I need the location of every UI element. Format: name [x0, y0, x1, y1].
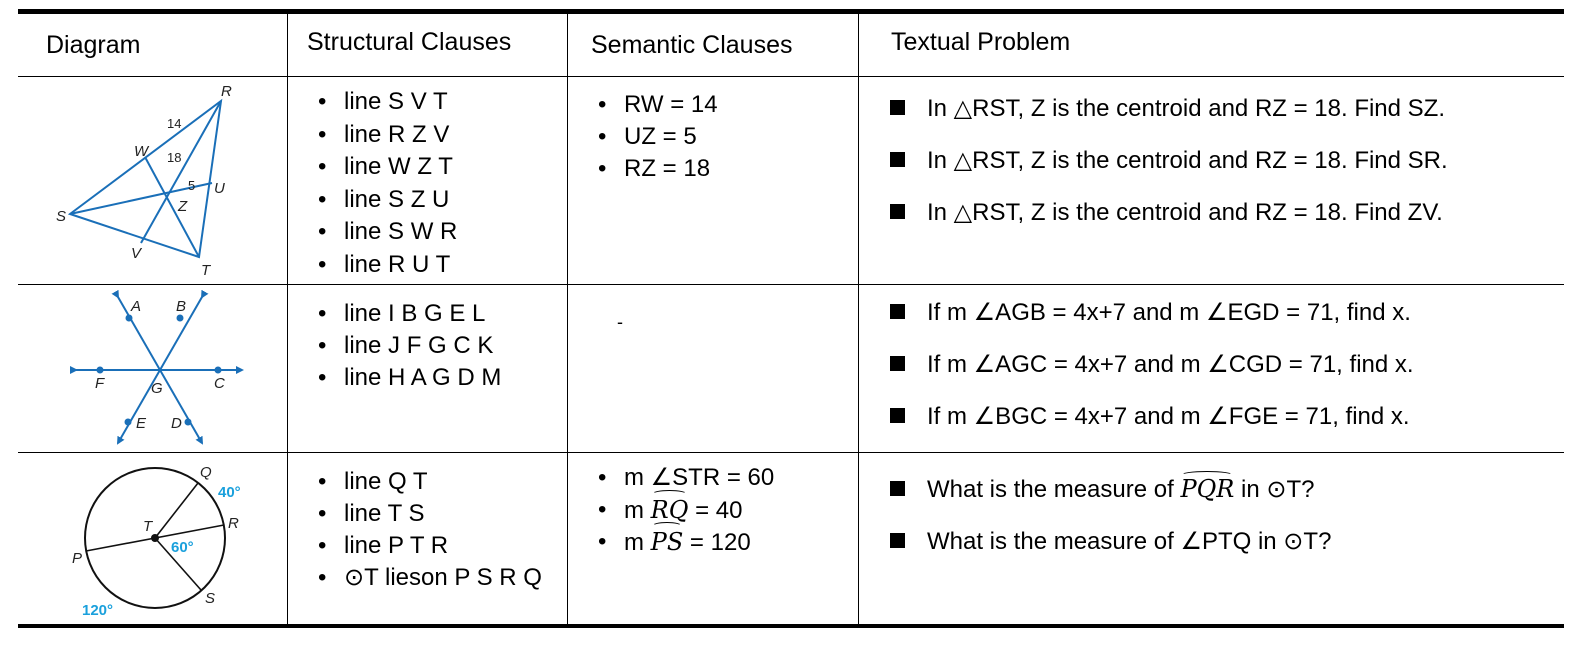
header-semantic-clauses: Semantic Clauses — [591, 31, 793, 59]
semantic-item: m RQ = 40 — [592, 490, 774, 526]
label-c: C — [214, 375, 225, 392]
degree-40: 40° — [218, 484, 241, 501]
degree-60: 60° — [171, 539, 194, 556]
triangle-centroid-diagram: R W S U Z V T 14 18 5 — [56, 83, 232, 279]
median-su — [69, 182, 213, 215]
column-divider-2 — [567, 14, 568, 625]
table-bottom-rule — [18, 624, 1564, 628]
clause-item: line W Z T — [312, 151, 457, 184]
square-bullet-icon — [890, 204, 905, 219]
problem-row-2-b: If m ∠AGC = 4x+7 and m ∠CGD = 71, find x… — [890, 350, 1414, 379]
point-a — [125, 314, 133, 322]
clause-item: line J F G C K — [312, 330, 501, 362]
semantic-item: RZ = 18 — [592, 153, 718, 185]
clause-item: ⊙T lieson P S R Q — [312, 562, 542, 594]
label-b: B — [176, 298, 186, 315]
problem-row-1-b: In △RST, Z is the centroid and RZ = 18. … — [890, 146, 1448, 175]
line-be — [117, 289, 209, 445]
square-bullet-icon — [890, 408, 905, 423]
label-s: S — [205, 590, 215, 607]
label-e: E — [136, 415, 147, 432]
problem-row-2-a: If m ∠AGB = 4x+7 and m ∠EGD = 71, find x… — [890, 298, 1411, 327]
point-c — [214, 366, 222, 374]
square-bullet-icon — [890, 304, 905, 319]
line-tq — [154, 482, 199, 539]
semantic-item: m PS = 120 — [592, 522, 774, 558]
column-divider-3 — [858, 14, 859, 625]
clause-item: line I B G E L — [312, 298, 501, 330]
square-bullet-icon — [890, 533, 905, 548]
clause-item: line T S — [312, 498, 542, 530]
table-top-rule — [18, 9, 1564, 14]
row-divider-2 — [18, 452, 1564, 453]
circle-diagram: Q R T P S 40° 60° 120° — [72, 464, 241, 619]
line-ts — [154, 537, 202, 591]
square-bullet-icon — [890, 100, 905, 115]
point-e — [124, 418, 132, 426]
problem-row-1-a: In △RST, Z is the centroid and RZ = 18. … — [890, 94, 1445, 123]
row-divider-1 — [18, 284, 1564, 285]
label-g: G — [151, 380, 163, 397]
clause-item: line S V T — [312, 86, 457, 119]
semantic-item: RW = 14 — [592, 89, 718, 121]
label-w: W — [134, 143, 150, 160]
clause-item: line R Z V — [312, 119, 457, 152]
point-f — [96, 366, 104, 374]
clause-item: line S W R — [312, 216, 457, 249]
arc-ps: PS — [650, 522, 684, 556]
label-u: U — [214, 180, 225, 197]
clause-item: line R U T — [312, 249, 457, 282]
arc-pqr: PQR — [1180, 471, 1235, 503]
median-rv — [140, 100, 222, 244]
degree-120: 120° — [82, 602, 113, 619]
semantic-clauses-row-3: m ∠STR = 60 m RQ = 40 m PS = 120 — [592, 462, 774, 558]
point-b — [176, 314, 184, 322]
label-t: T — [201, 262, 212, 279]
square-bullet-icon — [890, 356, 905, 371]
structural-clauses-row-2: line I B G E L line J F G C K line H A G… — [312, 298, 501, 394]
label-q: Q — [200, 464, 212, 481]
center-t — [151, 534, 159, 542]
label-f: F — [95, 375, 105, 392]
length-14: 14 — [167, 116, 181, 131]
problem-row-3-a: What is the measure of PQR in ⊙T? — [890, 471, 1315, 504]
length-18: 18 — [167, 150, 181, 165]
clause-item: line S Z U — [312, 184, 457, 217]
label-z: Z — [177, 198, 188, 215]
header-structural-clauses: Structural Clauses — [307, 28, 512, 56]
label-p: P — [72, 550, 82, 567]
median-tw — [144, 156, 200, 258]
semantic-empty-placeholder: - — [617, 312, 623, 332]
label-t: T — [143, 518, 154, 535]
clause-item: line P T R — [312, 530, 542, 562]
semantic-item: m ∠STR = 60 — [592, 462, 774, 494]
label-r: R — [228, 515, 239, 532]
problem-row-1-c: In △RST, Z is the centroid and RZ = 18. … — [890, 198, 1443, 227]
point-d — [184, 418, 192, 426]
square-bullet-icon — [890, 152, 905, 167]
structural-clauses-row-1: line S V T line R Z V line W Z T line S … — [312, 86, 457, 281]
circle-t — [84, 467, 226, 609]
clause-item: line H A G D M — [312, 362, 501, 394]
header-diagram: Diagram — [46, 31, 141, 59]
label-d: D — [171, 415, 182, 432]
semantic-clauses-row-1: RW = 14 UZ = 5 RZ = 18 — [592, 89, 718, 185]
header-textual-problem: Textual Problem — [891, 28, 1071, 56]
header-divider — [18, 76, 1564, 77]
label-v: V — [131, 245, 143, 262]
label-r: R — [221, 83, 232, 100]
square-bullet-icon — [890, 481, 905, 496]
clause-item: line Q T — [312, 466, 542, 498]
structural-clauses-row-3: line Q T line T S line P T R ⊙T lieson P… — [312, 466, 542, 594]
column-divider-1 — [287, 14, 288, 625]
label-a: A — [130, 298, 141, 315]
semantic-item: UZ = 5 — [592, 121, 718, 153]
length-5: 5 — [188, 178, 195, 193]
label-s: S — [56, 208, 66, 225]
problem-row-2-c: If m ∠BGC = 4x+7 and m ∠FGE = 71, find x… — [890, 402, 1410, 431]
problem-row-3-b: What is the measure of ∠PTQ in ⊙T? — [890, 527, 1331, 556]
intersecting-lines-diagram: A B F G C E D — [70, 289, 244, 445]
arc-rq: RQ — [650, 490, 689, 524]
